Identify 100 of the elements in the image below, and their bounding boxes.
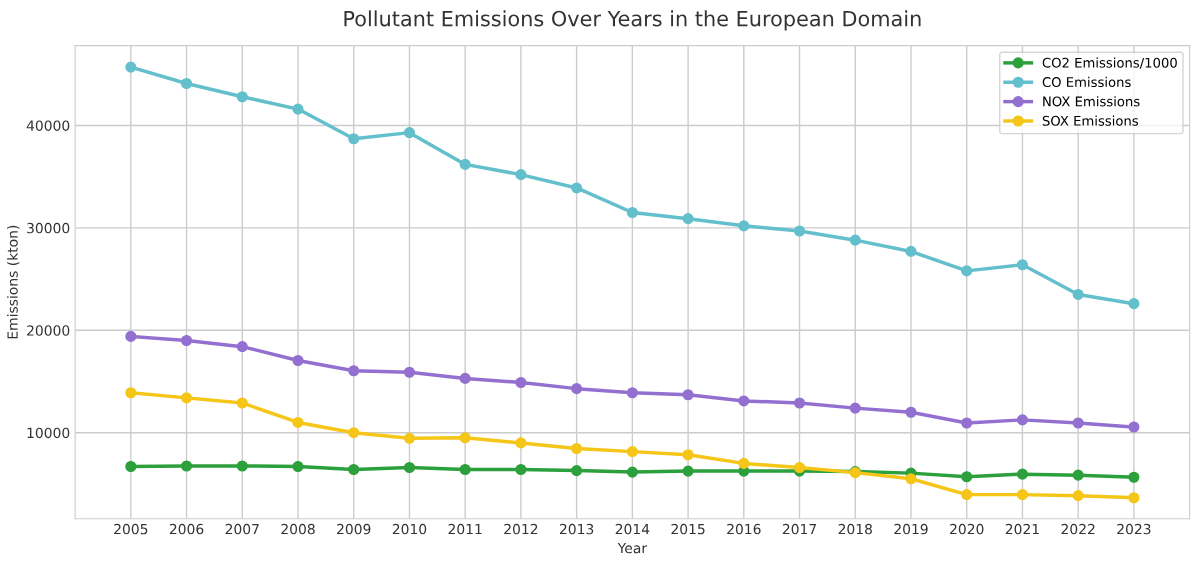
point — [1016, 468, 1028, 480]
point — [738, 395, 750, 407]
point — [236, 91, 248, 103]
x-tick-label: 2012 — [504, 523, 538, 535]
point — [515, 376, 527, 389]
x-tick-label: 2008 — [281, 523, 315, 535]
point — [1016, 259, 1028, 271]
x-tick-label: 2017 — [782, 523, 817, 535]
legend-label: NOX Emissions — [1043, 96, 1140, 107]
point — [348, 427, 360, 439]
point — [403, 127, 416, 139]
y-tick-label: 40000 — [26, 120, 70, 131]
x-tick-label: 2013 — [559, 523, 594, 535]
y-tick-label: 20000 — [27, 325, 70, 336]
point — [571, 465, 583, 477]
legend-label: CO Emissions — [1042, 76, 1131, 88]
point — [626, 206, 638, 219]
point — [403, 432, 416, 444]
point — [571, 182, 583, 194]
point — [292, 460, 304, 473]
x-tick-label: 2021 — [1005, 523, 1039, 535]
y-tick-label: 30000 — [27, 222, 70, 234]
x-tick-label: 2005 — [114, 523, 148, 535]
point — [348, 463, 360, 476]
point — [125, 387, 137, 399]
point — [793, 397, 806, 409]
point — [793, 225, 806, 237]
point — [348, 133, 360, 145]
point — [459, 432, 471, 444]
point — [236, 341, 248, 353]
x-tick-label: 2018 — [838, 523, 872, 535]
y-axis-title: Emissions (kton) — [7, 225, 20, 339]
point — [515, 463, 527, 476]
point — [1072, 288, 1084, 300]
x-tick-label: 2015 — [671, 523, 705, 535]
point — [905, 245, 917, 257]
point — [571, 442, 583, 455]
point — [1016, 489, 1028, 501]
x-tick-label: 2011 — [448, 523, 482, 535]
point — [961, 489, 973, 501]
point — [292, 103, 304, 115]
point — [626, 466, 638, 478]
point — [348, 365, 360, 377]
point — [236, 460, 248, 472]
x-tick-label: 2007 — [225, 523, 259, 535]
point — [180, 77, 193, 90]
x-tick-label: 2022 — [1061, 523, 1095, 535]
point — [905, 473, 917, 485]
point — [849, 234, 861, 246]
point — [1072, 469, 1084, 481]
legend-label: CO2 Emissions/1000 — [1042, 57, 1177, 69]
point — [515, 169, 527, 181]
point — [961, 417, 973, 429]
point — [1128, 298, 1140, 310]
point — [515, 437, 527, 449]
x-tick-label: 2019 — [894, 523, 928, 535]
point — [403, 366, 416, 378]
point — [905, 406, 917, 418]
point — [682, 465, 694, 477]
point — [738, 457, 750, 469]
point — [961, 471, 973, 483]
point — [1128, 421, 1140, 433]
point — [682, 213, 694, 225]
point — [793, 461, 806, 474]
point — [236, 397, 248, 409]
x-tick-label: 2006 — [169, 523, 204, 535]
point — [125, 330, 137, 342]
chart-title: Pollutant Emissions Over Years in the European Domain — [344, 10, 921, 31]
x-tick-label: 2016 — [727, 523, 761, 535]
point — [682, 449, 694, 461]
point — [1072, 490, 1084, 502]
point — [961, 265, 973, 277]
point — [738, 220, 750, 232]
point — [1128, 471, 1140, 483]
point — [459, 463, 471, 476]
x-tick-label: 2020 — [950, 523, 984, 535]
point — [626, 387, 638, 399]
legend-label: SOX Emissions — [1042, 115, 1139, 126]
point — [459, 158, 471, 170]
point — [125, 460, 137, 473]
point — [571, 383, 583, 395]
point — [292, 354, 304, 367]
point — [459, 372, 471, 384]
point — [180, 460, 193, 472]
x-tick-label: 2009 — [337, 523, 371, 535]
point — [1072, 417, 1084, 429]
point — [626, 446, 638, 458]
x-axis-title: Year — [617, 542, 648, 554]
x-tick-label: 2023 — [1117, 523, 1151, 535]
point — [1128, 492, 1140, 504]
point — [1016, 414, 1028, 426]
point — [682, 389, 694, 401]
point — [180, 334, 193, 347]
point — [125, 61, 137, 73]
x-tick-label: 2014 — [615, 523, 650, 535]
point — [292, 416, 304, 428]
point — [403, 461, 416, 474]
point — [180, 392, 193, 404]
y-tick-label: 10000 — [27, 427, 70, 439]
point — [849, 402, 861, 414]
